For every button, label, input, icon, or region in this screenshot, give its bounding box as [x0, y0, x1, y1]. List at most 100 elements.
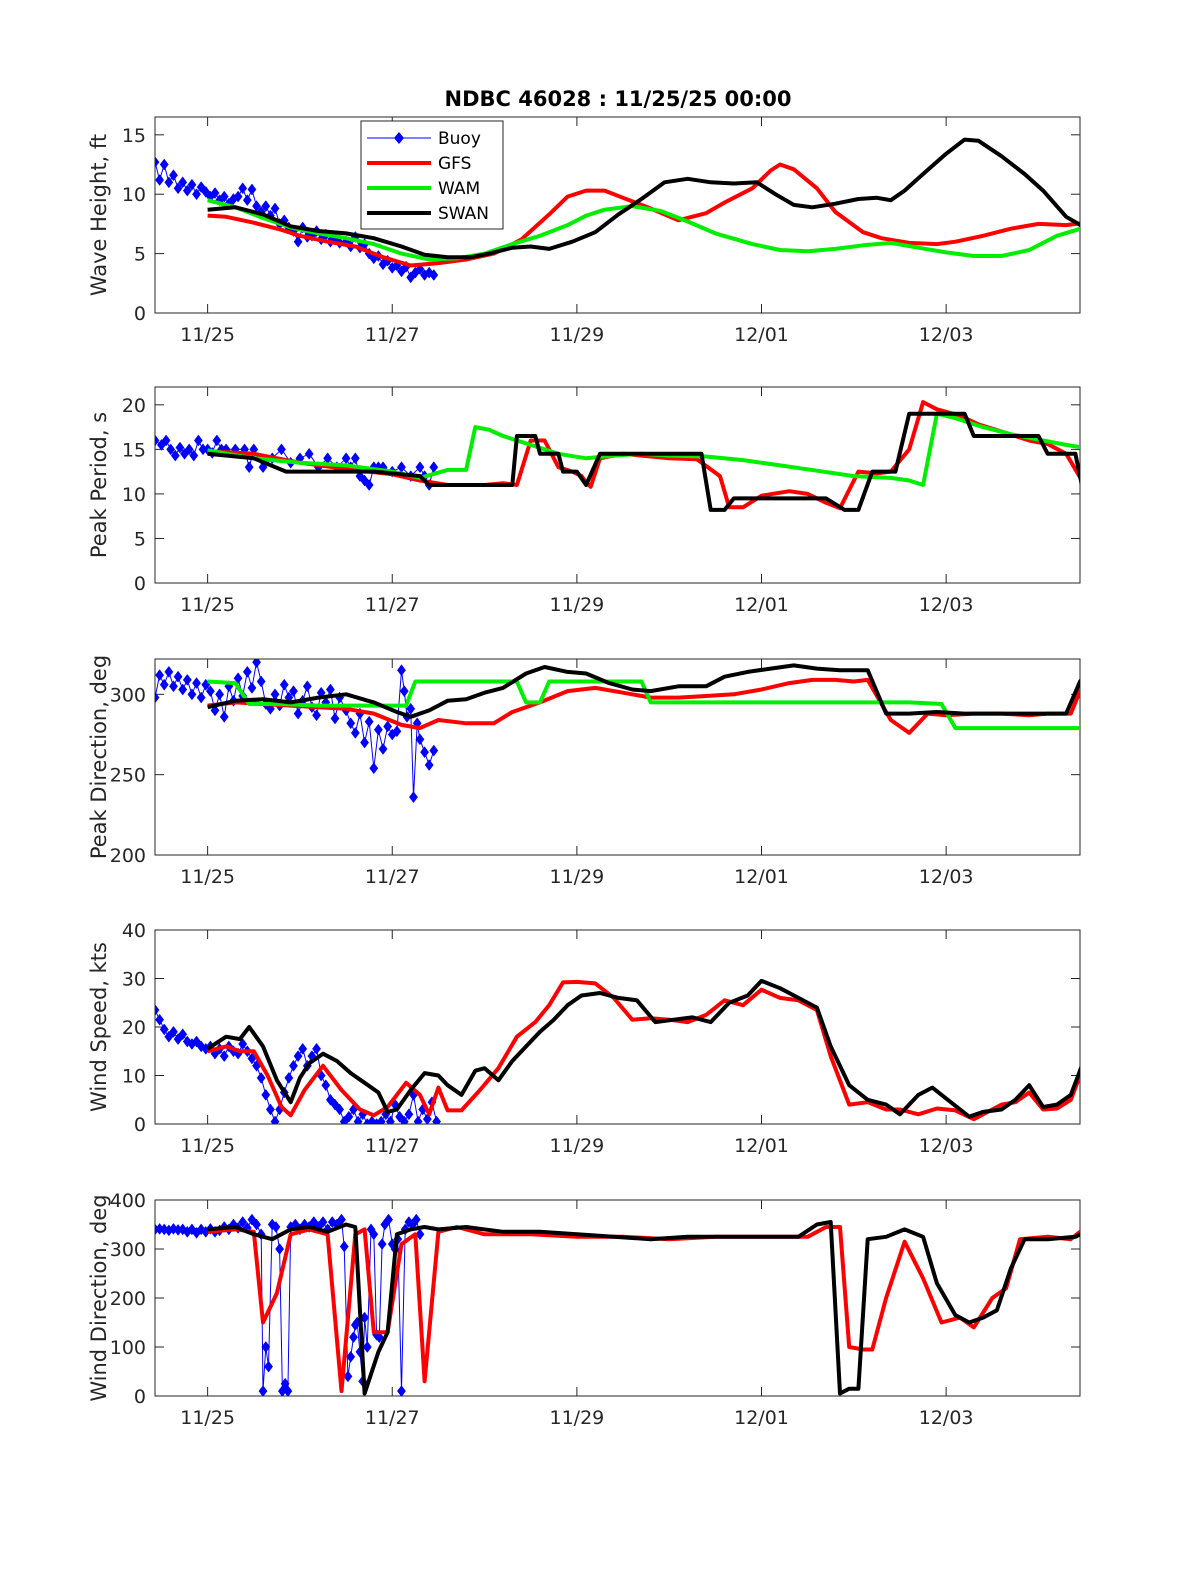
buoy-point	[155, 669, 165, 681]
buoy-point	[335, 1103, 345, 1116]
buoy-point	[415, 263, 425, 275]
buoy-point	[155, 691, 160, 704]
y-axis-label: Wind Speed, kts	[87, 942, 111, 1112]
y-tick-label: 5	[134, 528, 146, 550]
buoy-point	[261, 1088, 271, 1101]
buoy-point	[384, 1213, 393, 1226]
swan-series-line	[207, 137, 1080, 260]
buoy-point	[397, 1385, 406, 1396]
buoy-point	[175, 441, 185, 454]
y-tick-label: 200	[110, 845, 146, 867]
buoy-point	[170, 449, 180, 462]
x-tick-label: 11/25	[180, 324, 235, 346]
y-tick-label: 10	[122, 1066, 146, 1088]
y-tick-label: 5	[134, 244, 146, 266]
buoy-point	[270, 1115, 280, 1124]
y-tick-label: 10	[122, 484, 146, 506]
wam-series-line	[207, 411, 1080, 487]
plot-area	[155, 659, 1080, 804]
buoy-point	[275, 1243, 285, 1255]
buoy-point	[399, 685, 409, 698]
buoy-point	[415, 1228, 425, 1241]
x-tick-label: 12/01	[734, 324, 789, 346]
buoy-point	[424, 266, 434, 279]
buoy-point	[219, 190, 229, 203]
buoy-point	[330, 712, 340, 725]
buoy-point	[429, 744, 439, 757]
buoy-point	[166, 443, 176, 456]
buoy-point	[270, 202, 280, 215]
buoy-point	[205, 685, 215, 698]
buoy-point	[155, 174, 165, 186]
buoy-point	[270, 688, 280, 701]
buoy-point	[374, 1331, 384, 1344]
buoy-point	[242, 194, 252, 207]
legend-label-wam: WAM	[438, 179, 480, 199]
plot-area	[155, 1213, 1080, 1396]
buoy-point	[258, 1385, 268, 1396]
buoy-point	[420, 746, 429, 759]
buoy-point	[323, 452, 333, 465]
y-tick-label: 300	[110, 1239, 146, 1261]
buoy-point	[411, 1213, 421, 1226]
buoy-point	[364, 479, 374, 491]
x-tick-label: 12/03	[919, 1135, 974, 1157]
legend-label-swan: SWAN	[438, 204, 489, 224]
buoy-point	[293, 1050, 303, 1063]
legend: Buoy GFS WAM SWAN	[360, 120, 504, 230]
buoy-point	[289, 1059, 298, 1072]
buoy-point	[244, 461, 254, 474]
buoy-point	[318, 1216, 328, 1228]
buoy-point	[399, 1115, 409, 1124]
buoy-point	[377, 1238, 387, 1251]
buoy-point	[164, 176, 174, 189]
buoy-point	[261, 200, 271, 213]
buoy-point	[196, 1223, 206, 1236]
panel-4: 11/25 11/27 11/29 12/01 12/03 0 10 20 30 40 Wind S…	[87, 920, 1081, 1157]
buoy-point	[279, 678, 289, 691]
x-tick-label: 12/03	[919, 866, 974, 888]
buoy-point	[169, 1025, 178, 1038]
buoy-point	[364, 715, 374, 728]
buoy-point	[369, 1228, 379, 1241]
swan-series-line	[207, 1220, 1080, 1396]
buoy-point	[383, 720, 393, 733]
x-tick-label: 11/25	[180, 594, 235, 616]
swan-series-line	[206, 978, 1080, 1119]
buoy-point	[373, 723, 383, 736]
y-tick-label: 400	[110, 1190, 146, 1212]
x-tick-label: 12/01	[734, 866, 789, 888]
buoy-point	[256, 1072, 266, 1084]
x-tick-label: 11/29	[549, 1407, 604, 1429]
buoy-point	[392, 725, 402, 738]
buoy-point	[369, 762, 379, 775]
buoy-point	[422, 1113, 432, 1124]
buoy-point	[219, 710, 229, 723]
buoy-point	[196, 181, 206, 194]
buoy-point	[252, 659, 261, 669]
y-tick-label: 300	[110, 684, 146, 706]
buoy-point	[238, 1216, 248, 1228]
panel-5: 11/25 11/27 11/29 12/01 12/03 0 100 200 300 400Wi…	[87, 1190, 1081, 1429]
buoy-point	[415, 733, 425, 746]
buoy-point	[413, 1115, 423, 1124]
buoy-point	[415, 461, 425, 474]
legend-label-gfs: GFS	[438, 154, 471, 174]
buoy-point	[378, 743, 388, 755]
x-tick-label: 11/27	[365, 1135, 420, 1157]
buoy-point	[247, 183, 257, 196]
buoy-point	[178, 1223, 188, 1236]
buoy-point	[350, 452, 360, 465]
y-tick-label: 40	[122, 920, 146, 942]
buoy-point	[178, 683, 188, 696]
buoy-point	[159, 158, 169, 171]
y-tick-label: 20	[122, 1017, 146, 1039]
buoy-point	[298, 1042, 308, 1055]
buoy-point	[293, 707, 303, 720]
buoy-point	[169, 169, 178, 182]
plot-area	[155, 137, 1080, 284]
buoy-point	[343, 1370, 353, 1383]
y-tick-label: 200	[110, 1288, 146, 1310]
buoy-point	[196, 1040, 206, 1053]
